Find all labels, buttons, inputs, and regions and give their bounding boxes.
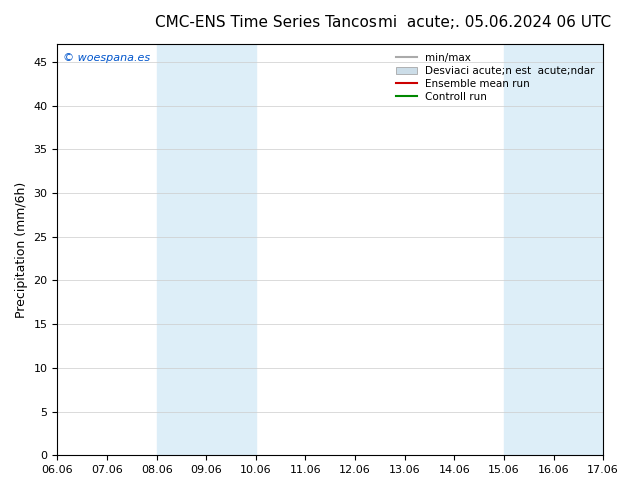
Text: mi  acute;. 05.06.2024 06 UTC: mi acute;. 05.06.2024 06 UTC (378, 15, 611, 30)
Legend: min/max, Desviaci acute;n est  acute;ndar, Ensemble mean run, Controll run: min/max, Desviaci acute;n est acute;ndar… (393, 49, 598, 105)
Text: CMC-ENS Time Series Tancos: CMC-ENS Time Series Tancos (155, 15, 377, 30)
Text: © woespana.es: © woespana.es (63, 52, 150, 63)
Y-axis label: Precipitation (mm/6h): Precipitation (mm/6h) (15, 182, 28, 318)
Bar (504, 45, 603, 455)
Bar (157, 45, 256, 455)
